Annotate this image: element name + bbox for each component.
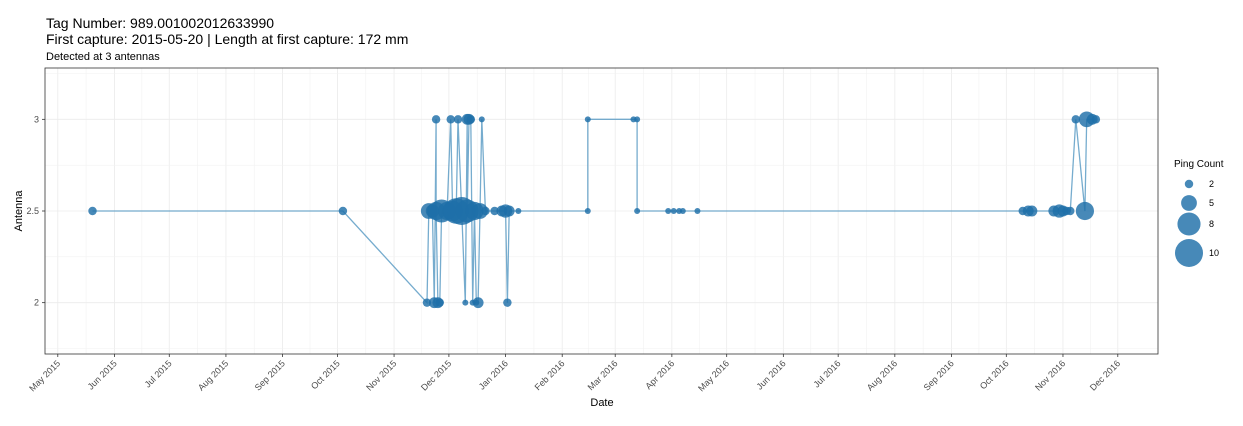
x-tick-label: Aug 2016 <box>865 358 899 392</box>
x-tick-label: Oct 2016 <box>978 358 1011 391</box>
x-tick-label: Nov 2015 <box>364 358 398 392</box>
y-tick-label: 3 <box>34 114 39 124</box>
legend-label: 10 <box>1209 248 1219 258</box>
x-tick-label: Sep 2015 <box>253 358 287 392</box>
legend-label: 8 <box>1209 219 1214 229</box>
data-point <box>503 205 515 217</box>
x-tick-label: Jul 2015 <box>143 358 174 389</box>
legend-label: 5 <box>1209 198 1214 208</box>
x-tick-label: May 2015 <box>27 358 62 393</box>
data-point <box>634 208 641 214</box>
data-point <box>1091 115 1101 124</box>
data-point <box>1026 205 1038 217</box>
x-tick-label: Dec 2016 <box>1088 358 1122 392</box>
y-axis-title: Antenna <box>13 190 25 232</box>
y-axis: 22.53 <box>26 114 45 308</box>
legend-title: Ping Count <box>1174 159 1224 170</box>
data-point <box>453 115 463 124</box>
data-point <box>472 203 488 219</box>
data-point <box>665 208 672 214</box>
data-point <box>670 208 677 214</box>
data-point <box>478 116 485 123</box>
chart-title: Tag Number: 989.001002012633990 <box>46 15 274 31</box>
x-tick-label: Jan 2016 <box>477 358 510 391</box>
legend-key <box>1184 179 1194 189</box>
chart-title-line2: First capture: 2015-05-20 | Length at fi… <box>46 31 408 47</box>
x-tick-label: Sep 2016 <box>922 358 956 392</box>
data-point <box>584 116 591 123</box>
x-axis: May 2015 Jun 2015 Jul 2015 Aug 2015 Sep 2015… <box>27 354 1122 393</box>
data-point <box>1075 201 1095 221</box>
data-point <box>1066 206 1075 216</box>
x-axis-title: Date <box>590 397 613 409</box>
x-tick-label: Mar 2016 <box>586 358 620 392</box>
y-tick-label: 2.5 <box>26 206 39 216</box>
data-point <box>679 208 686 214</box>
data-point <box>503 298 512 307</box>
legend-label: 2 <box>1209 179 1214 189</box>
x-tick-label: May 2016 <box>696 358 731 393</box>
data-point <box>694 208 701 214</box>
data-point <box>446 115 455 124</box>
data-point <box>481 206 490 216</box>
x-tick-label: Jun 2015 <box>86 358 119 391</box>
x-tick-label: Aug 2015 <box>196 358 230 392</box>
x-tick-label: Jun 2016 <box>754 358 787 391</box>
data-point <box>490 206 499 216</box>
data-point <box>584 208 591 214</box>
y-tick-label: 2 <box>34 298 39 308</box>
legend-key <box>1181 195 1197 211</box>
connector-line <box>92 118 1096 305</box>
data-point <box>338 206 348 216</box>
chart-subtitle: Detected at 3 antennas <box>46 51 160 63</box>
x-tick-label: Dec 2015 <box>419 358 453 392</box>
data-point <box>435 298 444 307</box>
data-point <box>88 206 97 216</box>
legend: Ping Count 2 5 8 10 <box>1174 159 1224 267</box>
data-point <box>462 299 469 306</box>
data-points <box>88 111 1101 309</box>
data-point <box>472 297 484 309</box>
connector-path <box>92 118 1096 305</box>
x-tick-label: Oct 2015 <box>309 358 342 391</box>
data-point <box>431 115 441 124</box>
x-tick-label: Nov 2016 <box>1033 358 1067 392</box>
x-tick-label: Feb 2016 <box>533 358 567 392</box>
data-point <box>1071 115 1080 124</box>
legend-key <box>1175 239 1203 267</box>
legend-key <box>1177 212 1201 236</box>
data-point <box>515 208 522 214</box>
data-point <box>422 298 432 307</box>
x-tick-label: Jul 2016 <box>811 358 842 389</box>
data-point <box>466 115 476 124</box>
x-tick-label: Apr 2016 <box>643 358 676 391</box>
data-point <box>634 116 641 123</box>
